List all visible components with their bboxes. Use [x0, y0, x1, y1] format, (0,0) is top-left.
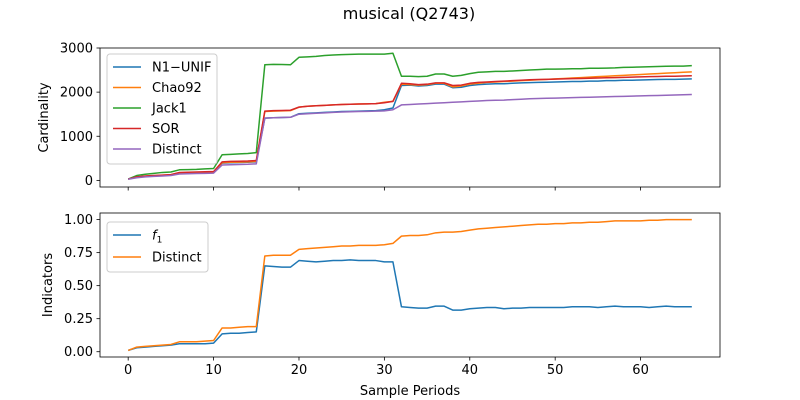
cardinality-panel: 0 1000 2000 3000 Cardinality N1−UNIF Chao92 Jac…: [37, 42, 721, 191]
x-tick-label: 50: [547, 363, 564, 378]
y-axis-title: Indicators: [41, 253, 56, 317]
y-axis-title: Cardinality: [37, 82, 52, 153]
y-tick-label: 0: [85, 174, 93, 189]
legend-label-0: f1: [152, 229, 162, 246]
y-tick-label: 2000: [60, 86, 93, 101]
y-axis: 0 1000 2000 3000: [60, 42, 100, 189]
series-line-2: [127, 52, 692, 180]
y-tick-label: 0.00: [64, 345, 93, 360]
legend: f1 Distinct: [106, 221, 209, 273]
axes-frame: [99, 212, 721, 358]
legend: N1−UNIF Chao92 Jack1 SOR Distinct: [106, 53, 218, 165]
x-axis: 0 10 20 30 40 50 60: [124, 357, 649, 378]
x-tick-label: 0: [124, 363, 132, 378]
y-tick-label: 0.25: [64, 312, 93, 327]
legend-label-2: Jack1: [151, 102, 187, 117]
legend-label-4: Distinct: [152, 143, 202, 158]
y-tick-label: 1.00: [64, 213, 93, 228]
legend-box: [106, 53, 218, 165]
axes-frame: [99, 47, 721, 188]
x-axis-title: Sample Periods: [360, 384, 460, 399]
legend-label-0: N1−UNIF: [152, 61, 211, 76]
x-tick-label: 40: [462, 363, 479, 378]
x-tick-label: 60: [632, 363, 649, 378]
x-tick-label: 30: [376, 363, 393, 378]
y-axis: 0.00 0.25 0.50 0.75 1.00: [64, 213, 100, 360]
y-tick-label: 0.50: [64, 279, 93, 294]
y-tick-label: 1000: [60, 130, 93, 145]
y-tick-label: 0.75: [64, 246, 93, 261]
series-line-3: [127, 75, 692, 180]
x-axis: [127, 187, 641, 191]
series-line-4: [128, 93, 692, 181]
legend-label-1: Chao92: [152, 81, 202, 96]
series-line-0: [127, 259, 692, 352]
x-tick-label: 10: [205, 363, 222, 378]
series-group: [127, 52, 692, 181]
series-line-1: [127, 218, 692, 352]
y-tick-label: 3000: [60, 42, 93, 57]
legend-label-3: SOR: [152, 122, 180, 137]
series-group: [127, 218, 692, 352]
legend-label-1: Distinct: [152, 251, 202, 266]
indicators-panel: 0 10 20 30 40 50 60 0.00 0.25 0.50 0.75 1.00 Indicat…: [41, 212, 721, 399]
figure-title: musical (Q2743): [343, 4, 475, 23]
x-tick-label: 20: [291, 363, 308, 378]
